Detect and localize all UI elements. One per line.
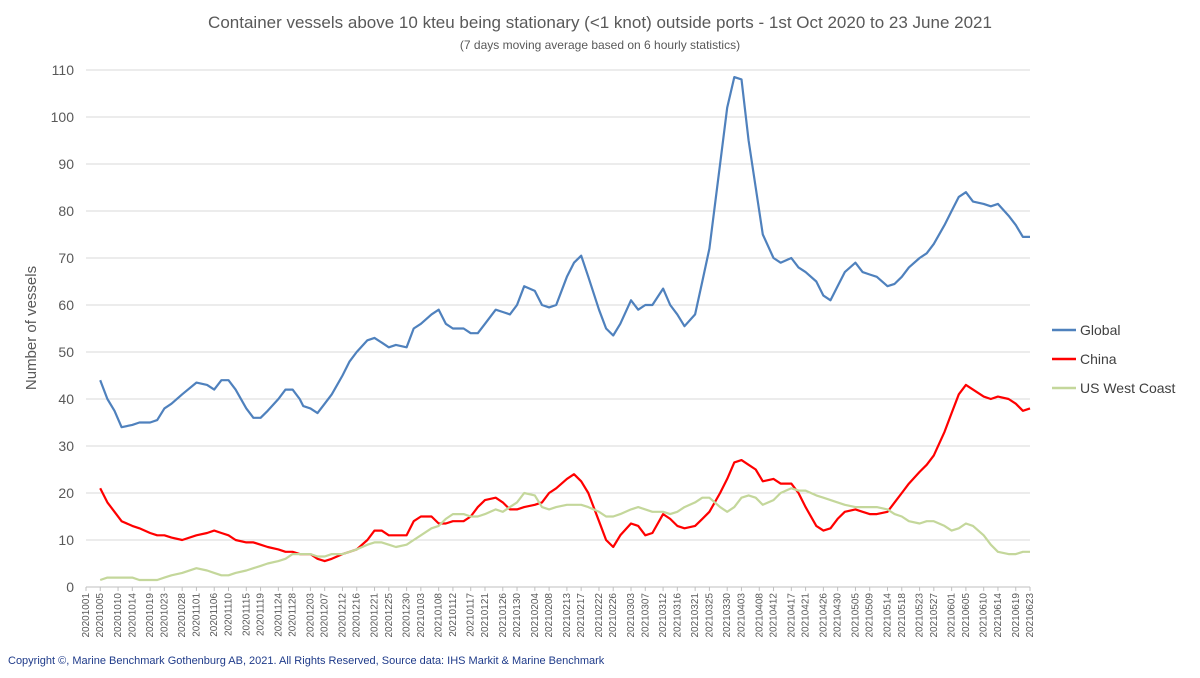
y-tick-label: 30 — [58, 438, 74, 454]
y-tick-label: 40 — [58, 391, 74, 407]
y-tick-label: 10 — [58, 532, 74, 548]
x-tick-label: 20210523 — [915, 593, 926, 638]
x-tick-label: 20210103 — [416, 593, 427, 638]
x-tick-label: 20210208 — [544, 593, 555, 638]
x-tick-label: 20201225 — [384, 593, 395, 638]
x-tick-label: 20210527 — [929, 593, 940, 638]
x-tick-label: 20210605 — [961, 593, 972, 638]
x-tick-label: 20210601 — [947, 593, 958, 638]
gridlines — [86, 69, 1030, 541]
x-tick-label: 20201019 — [145, 593, 156, 638]
x-tick-label: 20210126 — [498, 593, 509, 638]
series-line-us-west-coast — [99, 487, 1030, 582]
x-tick-label: 20201110 — [223, 593, 234, 636]
x-tick-label: 20210412 — [769, 593, 780, 638]
x-tick-label: 20210117 — [466, 593, 477, 637]
y-tick-label: 110 — [52, 62, 75, 78]
y-tick-label: 90 — [58, 156, 74, 172]
x-tick-label: 20210505 — [850, 593, 861, 638]
x-tick-label: 20201119 — [256, 593, 267, 636]
y-axis-ticks: 0 10 20 30 40 50 60 70 80 90 100 110 — [51, 62, 75, 595]
y-tick-label: 20 — [58, 485, 74, 501]
x-tick-label: 20201128 — [288, 593, 299, 637]
y-tick-label: 0 — [66, 579, 74, 595]
x-tick-label: 20201203 — [305, 593, 316, 638]
x-tick-label: 20201010 — [113, 593, 124, 638]
x-tick-label: 20210614 — [993, 593, 1004, 638]
x-tick-label: 20201115 — [241, 593, 252, 636]
y-tick-label: 100 — [51, 109, 75, 125]
x-tick-label: 20210321 — [690, 593, 701, 638]
x-tick-label: 20210130 — [512, 593, 523, 638]
x-tick-label: 20210316 — [672, 593, 683, 638]
x-tick-label: 20210430 — [833, 593, 844, 638]
x-axis-ticks: 20201001 20201005 20201010 20201014 20201019… — [81, 587, 1036, 638]
x-tick-label: 20210421 — [801, 593, 812, 638]
x-tick-label: 20210312 — [658, 593, 669, 638]
x-tick-label: 20210610 — [979, 593, 990, 638]
x-tick-label: 20210408 — [754, 593, 765, 638]
x-tick-label: 20210330 — [722, 593, 733, 638]
x-tick-label: 20201212 — [337, 593, 348, 638]
x-tick-label: 20210417 — [786, 593, 797, 638]
x-tick-label: 20210226 — [608, 593, 619, 638]
x-tick-label: 20201023 — [159, 593, 170, 638]
x-tick-label: 20201014 — [127, 593, 138, 638]
legend-label-china: China — [1080, 351, 1117, 367]
x-tick-label: 20201005 — [95, 593, 106, 638]
x-tick-label: 20210325 — [704, 593, 715, 638]
x-tick-label: 20201106 — [209, 593, 220, 637]
x-tick-label: 20210303 — [626, 593, 637, 638]
x-tick-label: 20201124 — [273, 593, 284, 637]
x-tick-label: 20201101 — [191, 593, 202, 637]
x-tick-label: 20210509 — [865, 593, 876, 638]
x-tick-label: 20210307 — [640, 593, 651, 638]
x-tick-label: 20210426 — [818, 593, 829, 638]
y-tick-label: 80 — [58, 203, 74, 219]
y-tick-label: 60 — [58, 297, 74, 313]
copyright-footer: Copyright ©, Marine Benchmark Gothenburg… — [8, 655, 605, 667]
x-tick-label: 20201230 — [402, 593, 413, 638]
x-tick-label: 20210213 — [562, 593, 573, 638]
series-lines — [99, 76, 1031, 582]
x-tick-label: 20210403 — [736, 593, 747, 638]
series-line-global — [99, 76, 1030, 429]
series-line-china — [99, 383, 1031, 563]
x-tick-label: 20210217 — [576, 593, 587, 638]
x-tick-label: 20210619 — [1011, 593, 1022, 638]
x-tick-label: 20210514 — [883, 593, 894, 638]
legend: Global China US West Coast — [1052, 322, 1176, 396]
x-tick-label: 20210112 — [448, 593, 459, 637]
x-tick-label: 20201001 — [81, 593, 92, 638]
y-axis-label: Number of vessels — [23, 266, 40, 390]
x-tick-label: 20210222 — [594, 593, 605, 638]
x-tick-label: 20210623 — [1025, 593, 1036, 638]
x-tick-label: 20210121 — [480, 593, 491, 638]
chart-title: Container vessels above 10 kteu being st… — [208, 13, 992, 32]
x-tick-label: 20201216 — [352, 593, 363, 638]
x-tick-label: 20201221 — [370, 593, 381, 638]
x-tick-label: 20210518 — [897, 593, 908, 638]
legend-label-us-west-coast: US West Coast — [1080, 380, 1176, 396]
y-tick-label: 70 — [58, 250, 74, 266]
x-tick-label: 20201207 — [320, 593, 331, 638]
legend-label-global: Global — [1080, 322, 1120, 338]
y-tick-label: 50 — [58, 344, 74, 360]
chart-subtitle: (7 days moving average based on 6 hourly… — [460, 38, 740, 52]
x-tick-label: 20210108 — [434, 593, 445, 638]
x-tick-label: 20201028 — [177, 593, 188, 638]
x-tick-label: 20210204 — [530, 593, 541, 638]
